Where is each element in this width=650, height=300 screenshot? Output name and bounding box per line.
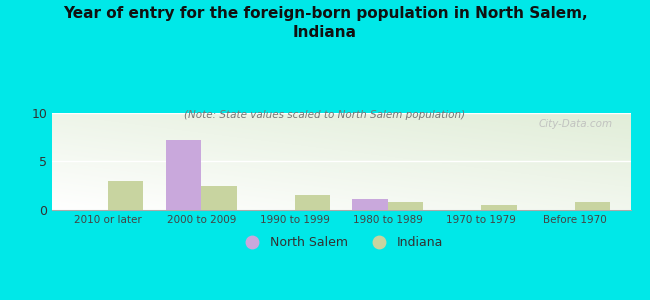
Text: City-Data.com: City-Data.com: [539, 119, 613, 129]
Legend: North Salem, Indiana: North Salem, Indiana: [235, 232, 448, 254]
Text: Year of entry for the foreign-born population in North Salem,
Indiana: Year of entry for the foreign-born popul…: [62, 6, 588, 40]
Text: (Note: State values scaled to North Salem population): (Note: State values scaled to North Sale…: [185, 110, 465, 119]
Bar: [202, 186, 237, 210]
Bar: [166, 140, 202, 210]
Bar: [352, 199, 388, 210]
Bar: [294, 195, 330, 210]
Bar: [575, 202, 610, 210]
Bar: [388, 202, 423, 210]
Bar: [108, 181, 144, 210]
Bar: [481, 205, 517, 210]
